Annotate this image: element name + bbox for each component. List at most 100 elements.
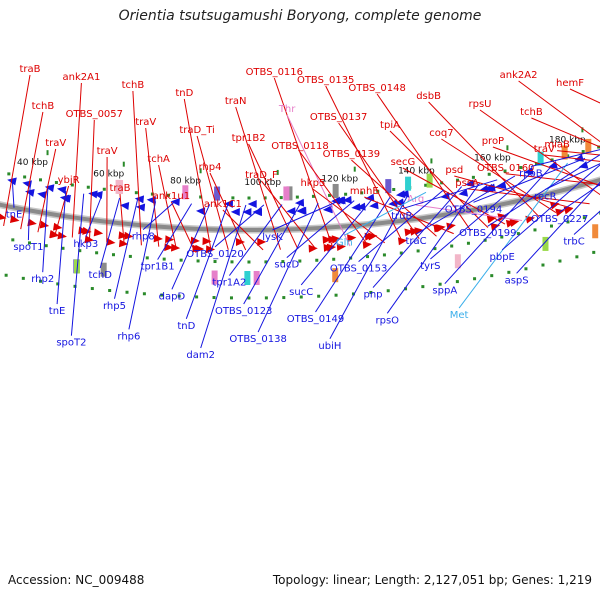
- forward-gene-arrow: [446, 222, 456, 231]
- forward-gene-arrow: [27, 218, 37, 227]
- gene-label: sucC: [289, 287, 313, 298]
- reverse-gene-arrow: [88, 190, 98, 199]
- forward-gene-arrow: [235, 237, 245, 246]
- guide-dot-2-26: [386, 289, 390, 293]
- guide-dot-1-23: [332, 257, 336, 261]
- backbone-arc: [0, 177, 600, 232]
- label-leader-line: [261, 180, 316, 249]
- label-leader-line: [286, 200, 355, 258]
- gene-label: spoT1: [13, 242, 43, 253]
- label-leader-line: [376, 93, 472, 231]
- guide-dot-0-24: [344, 192, 348, 196]
- reverse-gene-arrow: [134, 195, 145, 204]
- label-leader-line: [492, 146, 600, 187]
- feature-block: [115, 179, 122, 194]
- guide-dot-0-35: [519, 166, 523, 170]
- gene-label: OTBS_0153: [330, 264, 387, 275]
- feature-block: [286, 186, 293, 201]
- forward-gene-arrow: [9, 215, 20, 224]
- guide-dot-1-9: [95, 251, 99, 255]
- label-leader-line: [145, 127, 160, 247]
- label-leader-line: [142, 202, 174, 230]
- guide-dot-1-35: [533, 228, 537, 232]
- ruler-label: 60 kbp: [93, 170, 124, 180]
- reverse-gene-arrow: [294, 198, 305, 207]
- gene-label: tchB: [122, 80, 145, 91]
- guide-dot-0-17: [231, 196, 235, 200]
- gene-label: rhp8: [132, 232, 155, 243]
- reverse-gene-arrow: [170, 198, 180, 206]
- guide-dot-1-20: [281, 260, 285, 264]
- guide-dot-0-5: [39, 178, 43, 182]
- reverse-gene-arrow: [286, 207, 296, 216]
- label-leader-line: [516, 181, 600, 274]
- ruler-tick: [353, 166, 356, 172]
- gene-label: tchB: [32, 101, 55, 112]
- feature-block: [561, 145, 568, 160]
- guide-dot-0-4: [23, 175, 27, 179]
- guide-dot-2-8: [73, 284, 77, 288]
- guide-dot-0-30: [440, 181, 444, 185]
- guide-dot-1-16: [213, 260, 217, 264]
- reverse-gene-arrow: [342, 195, 352, 204]
- gene-label: psd: [445, 165, 463, 176]
- guide-dot-1-17: [230, 260, 234, 264]
- guide-dot-2-16: [212, 296, 216, 300]
- guide-dot-1-7: [61, 246, 65, 250]
- gene-label: OTBS_0148: [348, 83, 405, 94]
- label-leader-line: [89, 119, 95, 240]
- ruler-tick: [122, 161, 125, 167]
- forward-gene-arrow: [364, 232, 374, 241]
- gene-label: OTBS_0227: [531, 214, 588, 225]
- gene-label: trbC: [563, 237, 584, 248]
- reverse-gene-arrow: [399, 189, 410, 198]
- map-title: Orientia tsutsugamushi Boryong, complete…: [118, 8, 482, 24]
- label-leader-line: [70, 193, 85, 336]
- label-leader-line: [200, 204, 247, 349]
- gene-label: OTBS_0123: [215, 306, 272, 317]
- label-leader-line: [557, 150, 600, 156]
- guide-dot-0-8: [86, 185, 90, 189]
- label-leader-line: [27, 185, 31, 241]
- label-leader-line: [209, 172, 247, 251]
- ruler-tick: [581, 127, 584, 133]
- label-leader-line: [415, 175, 516, 235]
- guide-dot-1-18: [247, 260, 251, 264]
- guide-dot-1-29: [433, 247, 437, 251]
- label-leader-line: [132, 90, 142, 246]
- gene-label: Met: [450, 310, 469, 321]
- guide-dot-2-20: [282, 296, 286, 300]
- forward-gene-arrow: [332, 235, 342, 244]
- guide-dot-2-32: [490, 274, 494, 278]
- guide-dot-1-14: [179, 258, 183, 262]
- ruler-label: 160 kbp: [474, 153, 511, 163]
- guide-dot-1-13: [162, 257, 166, 261]
- reverse-gene-arrow: [61, 194, 71, 203]
- guide-dot-2-22: [317, 294, 321, 298]
- gene-label: tyrS: [420, 261, 440, 272]
- guide-dot-0-39: [581, 150, 585, 154]
- label-leader-line: [42, 188, 49, 273]
- label-leader-line: [454, 175, 573, 209]
- gene-label: OTBS_0194: [445, 204, 502, 215]
- gene-label: sppA: [432, 286, 457, 297]
- feature-block: [405, 176, 412, 191]
- reverse-gene-arrow: [242, 208, 252, 217]
- gene-label: rhp6: [117, 331, 140, 342]
- gene-label: rhp5: [103, 301, 126, 312]
- gene-label: pssA: [455, 178, 479, 189]
- label-leader-line: [315, 196, 391, 313]
- gene-label: spoT2: [56, 338, 86, 349]
- guide-dot-0-38: [566, 154, 570, 158]
- guide-dot-0-37: [550, 158, 554, 162]
- feature-block: [585, 138, 592, 153]
- label-leader-line: [273, 77, 334, 248]
- gene-label: ank2A1: [62, 72, 100, 83]
- label-leader-line: [114, 199, 138, 299]
- guide-dot-0-9: [102, 187, 106, 191]
- forward-gene-arrow: [308, 244, 318, 253]
- label-leader-line: [20, 111, 44, 230]
- gene-label: OTBS_0057: [66, 109, 123, 120]
- guide-dot-1-6: [44, 244, 48, 248]
- feature-block: [454, 254, 461, 269]
